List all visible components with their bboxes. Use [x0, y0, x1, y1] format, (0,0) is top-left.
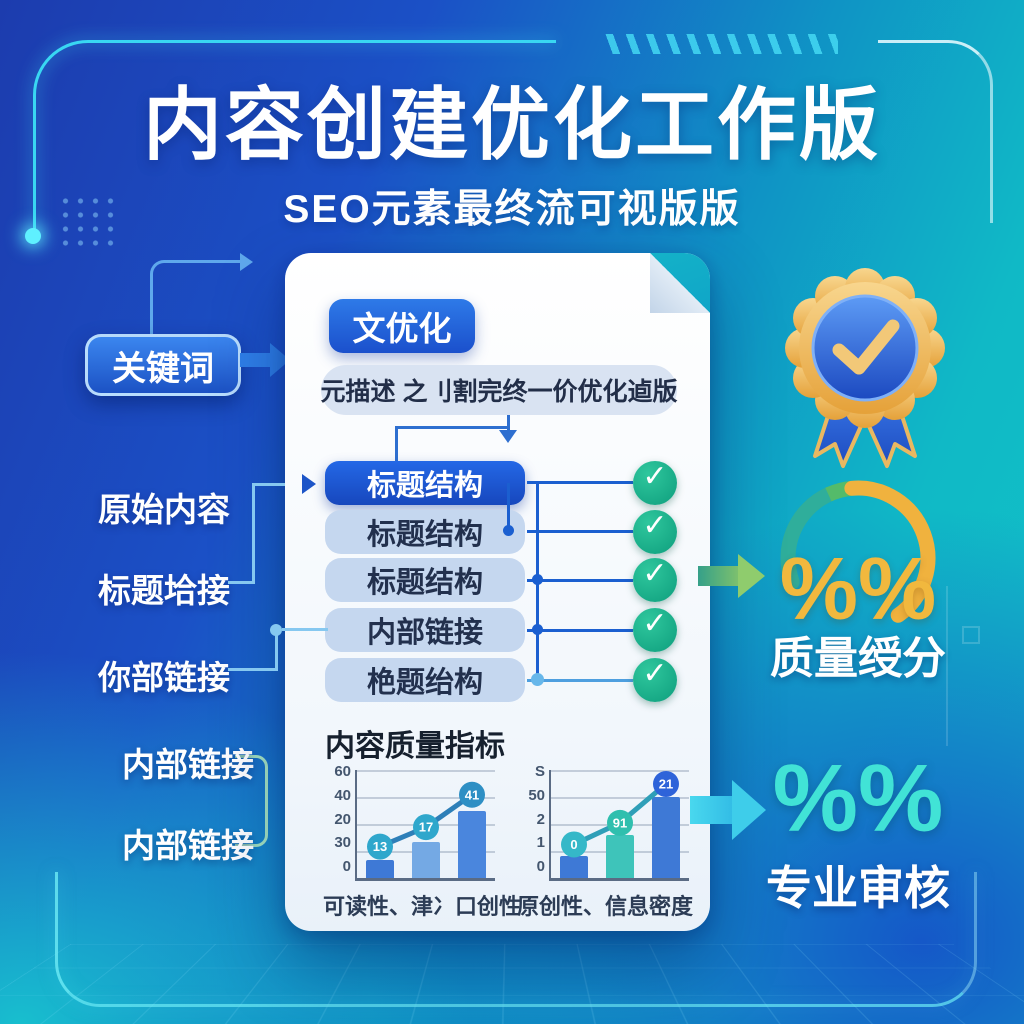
quality-score-label: 质量绶分 — [770, 634, 946, 683]
doc-optimize-button: 文优化 — [329, 299, 475, 353]
glow-dot — [25, 228, 41, 244]
quality-chart-left: 60 40 20 30 0 13 17 41 可读性、津冫口创性 — [323, 763, 522, 921]
connector-line — [282, 628, 328, 631]
y-tick-label: 40 — [334, 786, 351, 804]
bracket-connector — [235, 755, 268, 847]
connector-node — [532, 624, 543, 635]
metrics-section-title: 内容质量指标 — [325, 730, 505, 763]
left-label-internal-link-1: 你部链接 — [98, 659, 230, 696]
check-circle-icon — [633, 508, 677, 554]
check-circle-icon — [633, 556, 677, 602]
connector-line — [527, 679, 633, 682]
connector-line — [395, 426, 398, 461]
gauge-ring-icon — [780, 480, 936, 623]
frame-bottom — [55, 872, 977, 1007]
check-circle-icon — [633, 656, 677, 702]
connector-node — [503, 525, 514, 536]
keyword-elbow-connector — [150, 260, 243, 339]
connector-node — [532, 574, 543, 585]
connector-line — [527, 481, 633, 484]
review-label: 专业审核 — [766, 862, 950, 914]
y-tick-label: S — [534, 763, 545, 780]
document-card: 文优化 元描述 之刂割完终一价优化逌版 标题结构 标题结构 标题结构 内部链接 … — [285, 253, 710, 931]
plot-area: 0 91 21 — [549, 770, 689, 881]
connector-line — [252, 483, 304, 486]
doc-row-internal-link: 内部链接 — [325, 608, 525, 652]
bar — [458, 811, 486, 878]
y-tick-label: 60 — [334, 763, 351, 780]
arrow-right-icon — [240, 253, 253, 271]
arrow-right-icon — [732, 780, 766, 840]
connector-node — [531, 673, 544, 686]
bar — [606, 834, 634, 878]
doc-row-title-structure-2: 标题结构 — [325, 510, 525, 554]
quality-score-percent: %% — [779, 539, 937, 638]
connector-line — [228, 581, 254, 584]
page-subtitle: SEO元素最终流可视版版 — [283, 188, 741, 231]
award-badge-icon — [785, 268, 945, 468]
connector-line — [395, 426, 510, 429]
y-tick-label: 0 — [536, 858, 545, 875]
connector-line — [527, 530, 633, 533]
bar — [652, 797, 680, 878]
arrow-down-icon — [499, 430, 517, 443]
y-tick-label: 2 — [536, 810, 545, 828]
meta-description-strip: 元描述 之刂割完终一价优化逌版 — [321, 365, 677, 415]
connector-line — [527, 629, 633, 632]
connector-line — [507, 483, 510, 532]
connector-line — [527, 579, 633, 582]
keyword-pill: 关键词 — [85, 334, 241, 396]
left-label-original-content: 原始内容 — [98, 491, 230, 528]
connector-line — [252, 485, 255, 584]
left-label-title-link: 标题垥接 — [98, 572, 230, 609]
bar — [560, 856, 588, 878]
chart-x-label: 原创性、信息密度 — [517, 894, 694, 919]
arrow-right-icon — [738, 554, 765, 598]
connector-line — [507, 415, 510, 430]
chart-x-label: 可读性、津冫口创性 — [323, 894, 522, 919]
connector-line — [228, 668, 275, 671]
diagonal-slashes-decoration — [600, 34, 838, 54]
frame-corner-top-left — [33, 40, 556, 238]
doc-row-title-structure-1: 标题结构 — [325, 461, 525, 505]
dots-grid-decoration — [58, 194, 120, 250]
arrow-right-icon — [302, 474, 316, 494]
review-percent: %% — [772, 745, 944, 852]
page-title: 内容创建优化工作版 — [143, 80, 881, 169]
doc-row-title-structure-3: 标题结构 — [325, 558, 525, 602]
y-tick-label: 50 — [528, 786, 545, 804]
y-tick-label: 20 — [334, 810, 351, 828]
check-circle-icon — [633, 459, 677, 505]
bar — [366, 859, 394, 878]
doc-row-title-structure-4: 栬题绐构 — [325, 658, 525, 702]
keyword-arrow-shaft — [240, 353, 270, 367]
quality-chart-right: S 50 2 1 0 0 91 21 原创性、信息密度 — [517, 763, 695, 921]
bar — [412, 842, 440, 878]
y-axis-ticks: 60 40 20 30 0 — [323, 763, 355, 875]
frame-corner-top-right — [878, 40, 993, 223]
circuit-decoration — [946, 586, 1008, 746]
y-tick-label: 1 — [536, 834, 545, 852]
arrow-to-score-shaft — [698, 566, 738, 586]
left-label-internal-link-2: 内部链接 — [122, 746, 254, 783]
y-axis-ticks: S 50 2 1 0 — [517, 763, 549, 875]
check-circle-icon — [633, 606, 677, 652]
y-tick-label: 30 — [334, 834, 351, 852]
plot-area: 13 17 41 — [355, 770, 495, 881]
y-tick-label: 0 — [342, 858, 351, 875]
arrow-to-review-shaft — [690, 796, 732, 824]
connector-node — [270, 624, 282, 636]
connector-line — [275, 633, 278, 671]
left-label-internal-link-3: 内部链接 — [122, 827, 254, 864]
